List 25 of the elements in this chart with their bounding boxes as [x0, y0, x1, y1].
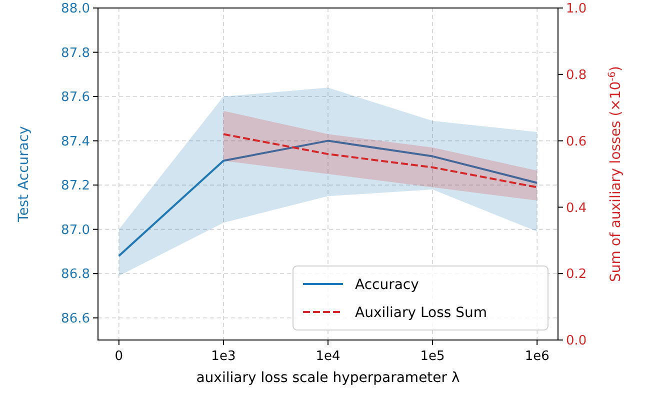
y2-tick-label: 0.8	[566, 68, 587, 83]
y-axis-title: Test Accuracy	[16, 126, 32, 223]
y-tick-label: 87.2	[61, 178, 90, 194]
y2-tick-label: 0.6	[566, 134, 587, 150]
y2-tick-label: 0.4	[566, 200, 587, 216]
y-tick-label: 88.0	[61, 2, 90, 17]
y2-tick-label: 0.0	[566, 334, 587, 349]
y-tick-label: 86.8	[61, 267, 90, 282]
y2-tick-label: 1.0	[566, 2, 587, 17]
x-tick-label: 0	[114, 349, 124, 364]
line-series	[118, 140, 538, 257]
y-tick-label: 87.0	[61, 222, 90, 238]
x-tick-label: 1e6	[524, 349, 550, 364]
legend-label: Auxiliary Loss Sum	[355, 304, 488, 321]
y-tick-label: 87.4	[61, 134, 90, 150]
y-tick-label: 87.8	[61, 46, 90, 61]
x-tick-label: 1e4	[316, 349, 340, 364]
x-tick-label: 1e3	[211, 349, 236, 364]
y-tick-label: 87.6	[61, 90, 90, 106]
y-tick-label: 86.6	[61, 311, 90, 326]
x-tick-label: 1e5	[420, 349, 445, 364]
legend-label: Accuracy	[355, 276, 419, 293]
line-series	[222, 133, 538, 188]
y2-tick-label: 0.2	[566, 267, 587, 282]
x-axis-title: auxiliary loss scale hyperparameter λ	[196, 370, 460, 386]
